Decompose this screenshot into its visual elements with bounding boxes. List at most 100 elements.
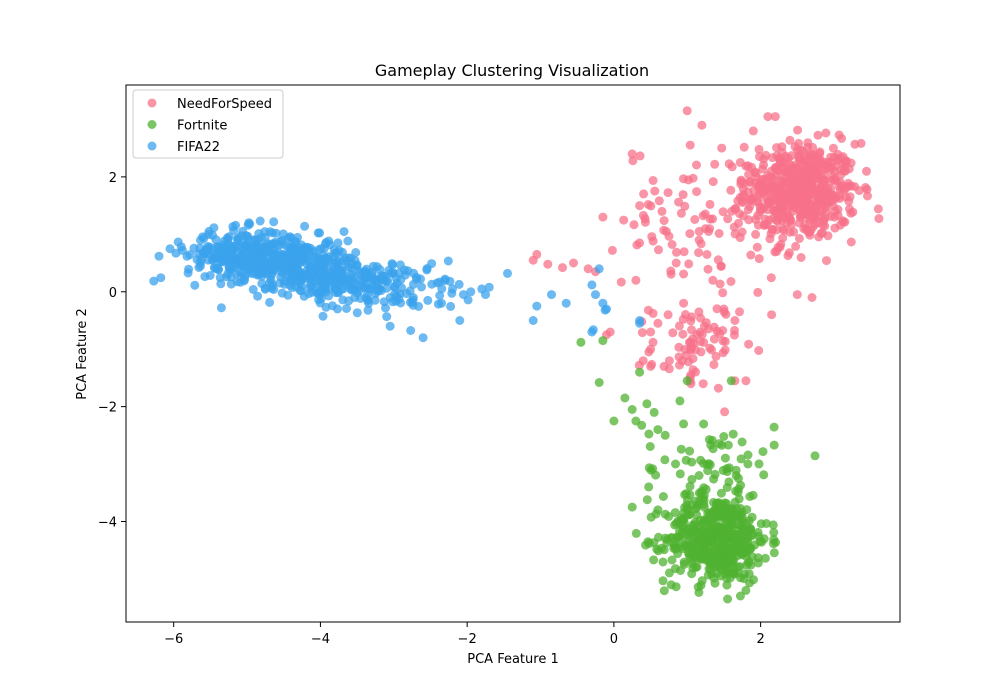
data-point — [699, 500, 709, 509]
data-point — [788, 177, 798, 187]
data-point — [846, 237, 856, 247]
data-point — [156, 273, 166, 283]
data-point — [344, 296, 354, 306]
data-point — [418, 333, 428, 343]
data-point — [386, 268, 396, 278]
data-point — [281, 241, 291, 251]
data-point — [741, 585, 751, 595]
data-point — [587, 280, 597, 290]
data-point — [715, 279, 725, 289]
data-point — [768, 520, 778, 530]
data-point — [659, 586, 669, 596]
data-point — [423, 295, 433, 305]
data-point — [730, 497, 740, 507]
data-point — [701, 484, 711, 494]
legend-items: NeedForSpeed Fortnite FIFA22 — [147, 97, 272, 155]
data-point — [794, 138, 804, 148]
data-point — [714, 229, 724, 238]
data-point — [804, 172, 814, 182]
data-point — [720, 345, 730, 355]
data-point — [830, 223, 840, 233]
data-point — [649, 407, 659, 417]
legend-label: Fortnite — [177, 119, 227, 134]
data-point — [777, 142, 787, 152]
data-point — [754, 459, 764, 469]
data-point — [228, 241, 238, 251]
data-point — [821, 199, 831, 209]
data-point — [643, 537, 653, 547]
data-point — [695, 515, 705, 525]
data-point — [600, 305, 610, 315]
data-point — [583, 264, 593, 274]
data-point — [785, 135, 795, 145]
data-point — [820, 221, 830, 231]
data-point — [197, 254, 206, 264]
data-point — [713, 522, 723, 532]
data-point — [547, 290, 556, 300]
data-point — [311, 253, 320, 263]
data-point — [833, 210, 843, 220]
data-point — [712, 499, 722, 509]
data-point — [723, 594, 733, 604]
data-point — [392, 278, 402, 288]
data-point — [631, 416, 641, 426]
data-point — [385, 321, 395, 331]
data-point — [432, 278, 442, 288]
data-point — [678, 329, 688, 339]
data-point — [254, 266, 264, 276]
data-point — [771, 537, 781, 547]
data-point — [243, 234, 253, 244]
data-point — [862, 185, 872, 194]
data-point — [459, 290, 468, 300]
data-point — [619, 215, 629, 225]
data-point — [720, 453, 730, 463]
data-point — [796, 253, 806, 262]
data-point — [680, 490, 690, 500]
data-point — [165, 244, 175, 254]
data-point — [712, 304, 722, 314]
data-point — [746, 524, 756, 534]
data-point — [720, 407, 730, 417]
data-point — [763, 112, 773, 122]
data-point — [734, 218, 743, 228]
data-point — [698, 546, 708, 555]
data-point — [822, 207, 831, 217]
data-point — [749, 575, 758, 585]
data-point — [724, 463, 734, 473]
data-point — [260, 284, 270, 294]
data-point — [679, 269, 689, 279]
data-point — [726, 277, 736, 286]
data-point — [726, 529, 736, 539]
data-point — [403, 266, 413, 276]
data-point — [214, 264, 224, 274]
data-point — [287, 283, 297, 293]
data-point — [800, 208, 810, 218]
data-point — [646, 201, 656, 211]
data-point — [709, 474, 719, 484]
data-point — [705, 214, 715, 224]
data-point — [767, 310, 777, 320]
data-point — [741, 376, 751, 386]
data-point — [654, 196, 664, 206]
data-point — [678, 515, 687, 525]
data-point — [569, 258, 578, 268]
data-point — [675, 469, 685, 479]
data-point — [733, 539, 743, 549]
data-point — [669, 540, 679, 550]
data-point — [382, 283, 392, 293]
data-point — [674, 342, 684, 352]
data-point — [744, 339, 754, 349]
data-point — [154, 251, 164, 261]
data-point — [710, 578, 720, 588]
data-point — [616, 277, 626, 287]
data-point — [654, 245, 663, 255]
data-point — [737, 437, 747, 447]
data-point — [671, 459, 680, 469]
data-point — [259, 250, 269, 260]
data-point — [807, 293, 817, 302]
data-point — [681, 351, 691, 361]
data-point — [543, 259, 553, 269]
data-point — [628, 156, 638, 166]
data-point — [793, 125, 803, 135]
data-point — [739, 142, 749, 152]
